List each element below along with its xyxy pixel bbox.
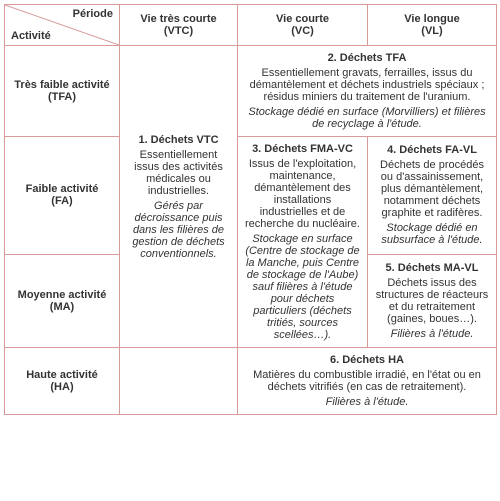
classification-table: Période Activité Vie très courte(VTC) Vi…	[4, 4, 497, 415]
row-header-ma: Moyenne activité(MA)	[5, 254, 120, 347]
cell-mavl-title: 5. Déchets MA-VL	[374, 262, 490, 274]
cell-tfa: 2. Déchets TFA Essentiellement gravats, …	[238, 46, 497, 137]
cell-favl: 4. Déchets FA-VL Déchets de procédés ou …	[368, 137, 497, 255]
cell-mavl: 5. Déchets MA-VL Déchets issus des struc…	[368, 254, 497, 347]
cell-tfa-title: 2. Déchets TFA	[244, 52, 490, 64]
cell-tfa-ital: Stockage dédié en surface (Morvilliers) …	[244, 106, 490, 130]
row-header-ha: Haute activité(HA)	[5, 348, 120, 415]
cell-vtc-title: 1. Déchets VTC	[126, 134, 231, 146]
cell-ha: 6. Déchets HA Matières du combustible ir…	[238, 348, 497, 415]
cell-vtc-ital: Gérés par décroissance puis dans les fil…	[126, 200, 231, 260]
cell-ha-body: Matières du combustible irradié, en l'ét…	[253, 369, 481, 393]
row-ha: Haute activité(HA) 6. Déchets HA Matière…	[5, 348, 497, 415]
cell-ha-ital: Filières à l'étude.	[244, 396, 490, 408]
cell-fmavc-ital: Stockage en surface (Centre de stockage …	[244, 233, 361, 341]
cell-tfa-body: Essentiellement gravats, ferrailles, iss…	[250, 67, 485, 103]
col-header-vtc: Vie très courte(VTC)	[120, 5, 238, 46]
cell-favl-title: 4. Déchets FA-VL	[374, 144, 490, 156]
cell-mavl-ital: Filières à l'étude.	[374, 328, 490, 340]
cell-fmavc-body: Issus de l'exploitation, maintenance, dé…	[245, 158, 360, 230]
cell-mavl-body: Déchets issus des structures de réacteur…	[376, 277, 489, 325]
row-tfa: Très faible activité(TFA) 1. Déchets VTC…	[5, 46, 497, 137]
col-header-vl: Vie longue(VL)	[368, 5, 497, 46]
header-diagonal: Période Activité	[5, 5, 120, 46]
cell-ha-title: 6. Déchets HA	[244, 354, 490, 366]
col-header-vc: Vie courte(VC)	[238, 5, 368, 46]
cell-fmavc-title: 3. Déchets FMA-VC	[244, 143, 361, 155]
cell-favl-ital: Stockage dédié en subsurface à l'étude.	[374, 222, 490, 246]
header-row: Période Activité Vie très courte(VTC) Vi…	[5, 5, 497, 46]
cell-vtc-body: Essentiellement issus des activités médi…	[134, 149, 223, 197]
cell-fmavc: 3. Déchets FMA-VC Issus de l'exploitatio…	[238, 137, 368, 348]
cell-ha-vtc-empty	[120, 348, 238, 415]
header-activite: Activité	[11, 30, 51, 42]
row-fa: Faible activité(FA) 3. Déchets FMA-VC Is…	[5, 137, 497, 255]
header-periode: Période	[73, 8, 113, 20]
cell-favl-body: Déchets de procédés ou d'assainissement,…	[380, 159, 484, 219]
row-header-tfa: Très faible activité(TFA)	[5, 46, 120, 137]
cell-vtc: 1. Déchets VTC Essentiellement issus des…	[120, 46, 238, 348]
row-header-fa: Faible activité(FA)	[5, 137, 120, 255]
